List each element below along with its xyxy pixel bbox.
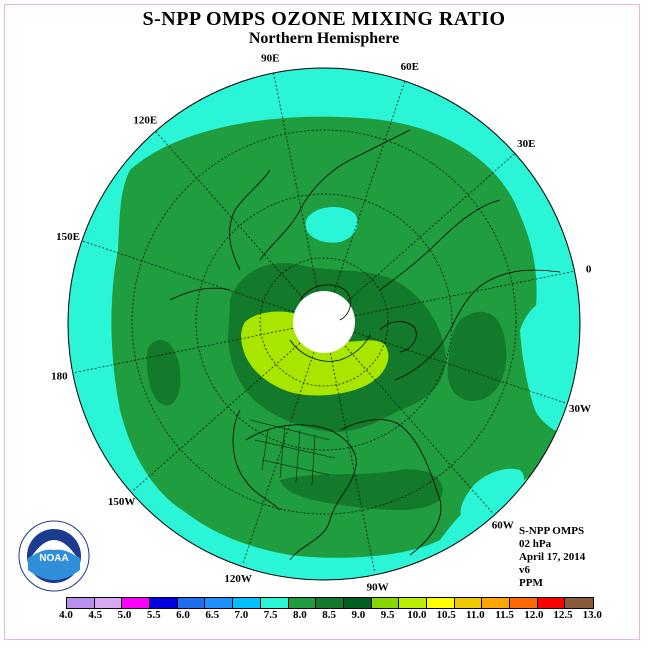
colorbar-tick-label: 11.0 — [466, 609, 485, 621]
longitude-label: 120E — [133, 115, 157, 127]
colorbar-tick-label: 10.0 — [407, 609, 427, 621]
colorbar-tick-label: 10.5 — [436, 609, 456, 621]
longitude-label: 30E — [517, 138, 535, 150]
meridian-line — [131, 342, 301, 492]
colorbar-segment — [426, 598, 455, 608]
colorbar-segment — [288, 598, 317, 608]
meridian-line — [330, 353, 376, 573]
colorbar-tick-label: 6.5 — [205, 609, 220, 621]
colorbar-ticks: 4.0 4.5 5.0 5.5 6.0 6.5 7.0 7.5 8.0 8.5 9.0 9.5 10.0… — [59, 609, 646, 623]
colorbar-segment — [371, 598, 400, 608]
colorbar-tick-label: 7.0 — [234, 609, 249, 621]
colorbar-segment — [537, 598, 566, 608]
meridian-line — [347, 152, 517, 302]
meridian-line — [354, 331, 567, 404]
figure-frame — [4, 4, 640, 640]
graticule — [73, 71, 575, 573]
info-version: v6 — [519, 564, 530, 576]
colorbar-tick-label: 8.5 — [322, 609, 337, 621]
meridian-line — [333, 79, 406, 292]
colorbar-segment — [94, 598, 123, 608]
meridian-line — [81, 240, 294, 313]
colorbar-tick-label: 5.0 — [117, 609, 132, 621]
colorbar-tick-label: 11.5 — [495, 609, 514, 621]
colorbar-tick-label: 7.5 — [263, 609, 278, 621]
noaa-logo: NOAA — [18, 520, 90, 592]
colorbar-segment — [150, 598, 178, 608]
colorbar-tick-label: 12.5 — [553, 609, 573, 621]
colorbar-segment — [482, 598, 510, 608]
ozone-region-9.5 — [241, 311, 389, 396]
colorbar-tick-label: 9.5 — [380, 609, 395, 621]
colorbar-tick-label: 6.0 — [176, 609, 190, 621]
longitude-label: 60E — [401, 61, 419, 73]
colorbar-segment — [510, 598, 538, 608]
colorbar-segment — [399, 598, 427, 608]
longitude-label: 150W — [108, 496, 136, 508]
colorbar-segment — [343, 598, 372, 608]
longitude-label: 150E — [56, 231, 80, 243]
colorbar-segment — [177, 598, 206, 608]
longitude-label: 90W — [367, 582, 389, 594]
meridian-line — [344, 345, 494, 515]
colorbar-tick-label: 5.5 — [146, 609, 161, 621]
info-instrument: S-NPP OMPS — [519, 525, 585, 537]
colorbar-tick-label: 8.0 — [293, 609, 307, 621]
colorbar-segment — [205, 598, 234, 608]
pole-cap — [293, 291, 355, 353]
colorbar-segment — [565, 598, 594, 608]
colorbar-tick-label: 12.0 — [524, 609, 544, 621]
longitude-label: 60W — [492, 519, 514, 531]
longitude-label: 30W — [569, 403, 591, 415]
info-date: April 17, 2014 — [519, 551, 586, 563]
info-units: PPM — [519, 577, 543, 589]
noaa-logo-text: NOAA — [39, 553, 68, 564]
map-title: S-NPP OMPS OZONE MIXING RATIO — [142, 8, 506, 30]
longitude-labels: 90E 60E 30E 0 30W 60W 90W 120W 150W 180 150E 120E — [51, 52, 592, 593]
longitude-label: 180 — [51, 371, 68, 383]
longitude-label: 90E — [261, 52, 279, 64]
longitude-label: 120W — [224, 573, 252, 585]
meridian-line — [154, 129, 304, 299]
colorbar — [66, 597, 595, 609]
ozone-region-8.5-east — [447, 311, 507, 401]
colorbar-tick-label: 9.0 — [351, 609, 366, 621]
map-outline — [67, 67, 581, 581]
colorbar-tick-label: 4.5 — [88, 609, 103, 621]
meridian-line — [355, 270, 575, 316]
longitude-label: 0 — [586, 263, 592, 275]
meridian-line — [272, 71, 318, 291]
colorbar-segment — [316, 598, 344, 608]
meridian-line — [73, 328, 293, 374]
map-subtitle: Northern Hemisphere — [248, 30, 400, 47]
colorbar-tick-label: 4.0 — [59, 609, 73, 621]
colorbar-segment — [260, 598, 289, 608]
colorbar-tick-label: 13.0 — [582, 609, 602, 621]
product-info: S-NPP OMPS 02 hPa April 17, 2014 v6 PPM — [519, 525, 585, 590]
colorbar-segment — [122, 598, 151, 608]
colorbar-segment — [233, 598, 261, 608]
ozone-field — [68, 68, 580, 580]
colorbar-segment — [67, 598, 95, 608]
ozone-region-7.5-island — [305, 206, 358, 243]
colorbar-segment — [454, 598, 483, 608]
meridian-line — [242, 352, 315, 565]
ozone-region-8.5-south — [280, 469, 443, 510]
ozone-region-7.5-southeast — [460, 468, 525, 528]
info-level: 02 hPa — [519, 538, 552, 550]
